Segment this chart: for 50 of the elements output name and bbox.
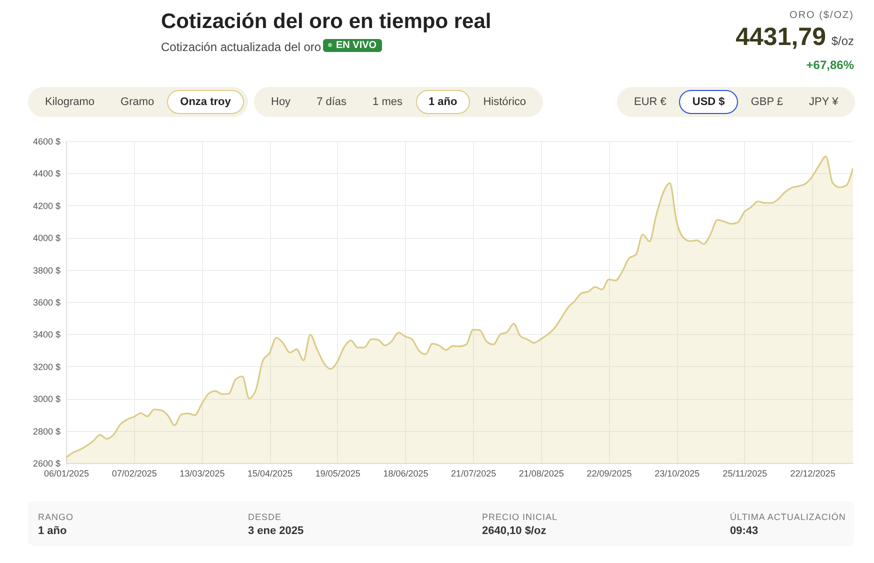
y-tick-label: 3200 $ <box>32 362 60 372</box>
text: 2640,10 $/oz <box>482 525 546 537</box>
y-tick-label: 2800 $ <box>32 426 60 436</box>
text: DESDE <box>248 512 282 522</box>
text: Kilogramo <box>44 95 96 110</box>
text: 1 año <box>38 525 67 537</box>
y-tick-label: 4400 $ <box>32 168 60 179</box>
x-tick-label: 23/10/2025 <box>654 468 700 478</box>
x-tick-label: 07/02/2025 <box>112 468 157 478</box>
y-tick-label: 3600 $ <box>32 298 60 308</box>
text: 7 días <box>316 95 348 110</box>
text: Histórico <box>482 95 528 110</box>
text: 09:43 <box>730 525 758 537</box>
x-tick-label: 22/12/2025 <box>790 468 836 478</box>
y-tick-label: 4200 $ <box>32 200 60 211</box>
text: EUR € <box>633 95 668 110</box>
text: 1 año <box>416 90 470 114</box>
y-tick-label: 4600 $ <box>32 136 60 146</box>
text: JPY ¥ <box>808 95 840 110</box>
text: 4431,79 <box>736 23 826 52</box>
x-tick-label: 19/05/2025 <box>315 468 360 478</box>
text: 3 ene 2025 <box>248 525 304 537</box>
chart-title: Cotización del oro en tiempo real <box>161 10 492 34</box>
x-tick-label: 22/09/2025 <box>586 468 632 478</box>
y-tick-label: 4000 $ <box>32 233 60 244</box>
x-tick-label: 15/04/2025 <box>248 468 293 478</box>
x-tick-label: 25/11/2025 <box>722 468 768 478</box>
x-tick-label: 06/01/2025 <box>44 468 90 478</box>
y-tick-label: 2600 $ <box>32 458 60 468</box>
text: GBP £ <box>750 95 784 110</box>
text: RANGO <box>38 512 74 522</box>
text: ÚLTIMA ACTUALIZACIÓN <box>730 512 846 522</box>
y-tick-label: 3400 $ <box>32 330 60 340</box>
x-tick-label: 13/03/2025 <box>180 468 225 478</box>
x-tick-label: 21/07/2025 <box>451 468 496 478</box>
text: ORO ($/OZ) <box>790 10 854 21</box>
text: +67,86% <box>806 58 854 72</box>
text: USD $ <box>679 90 738 114</box>
text: 1 mes <box>372 95 404 110</box>
y-tick-label: 3000 $ <box>32 394 60 404</box>
text: $/oz <box>831 34 854 48</box>
x-tick-label: 18/06/2025 <box>383 468 428 478</box>
text: PRECIO INICIAL <box>482 512 558 522</box>
y-tick-label: 3800 $ <box>32 265 60 276</box>
text: Onza troy <box>167 90 244 114</box>
text: Gramo <box>120 95 156 110</box>
chart-subtitle: Cotización actualizada del oro <box>161 40 322 54</box>
text: EN VIVO <box>323 39 382 52</box>
x-tick-label: 21/08/2025 <box>518 468 564 478</box>
text: Hoy <box>270 95 292 110</box>
